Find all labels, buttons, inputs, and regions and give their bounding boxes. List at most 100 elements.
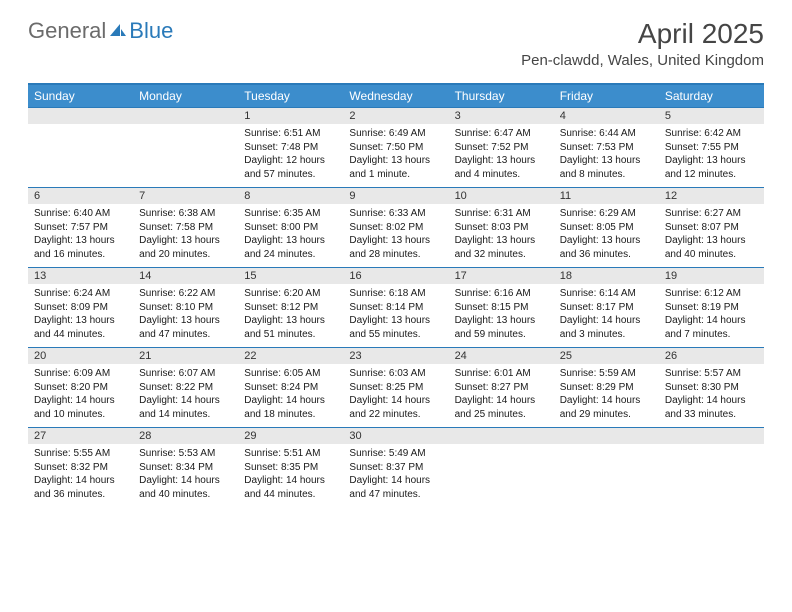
- logo: General Blue: [28, 18, 173, 44]
- week-row: 6Sunrise: 6:40 AMSunset: 7:57 PMDaylight…: [28, 187, 764, 267]
- empty-cell: [554, 428, 659, 507]
- day-number: 20: [28, 348, 133, 364]
- day-number: 9: [343, 188, 448, 204]
- day-number: 24: [449, 348, 554, 364]
- day-cell-9: 9Sunrise: 6:33 AMSunset: 8:02 PMDaylight…: [343, 188, 448, 267]
- day-details: Sunrise: 6:18 AMSunset: 8:14 PMDaylight:…: [343, 284, 448, 347]
- day-details: Sunrise: 6:47 AMSunset: 7:52 PMDaylight:…: [449, 124, 554, 187]
- day-cell-14: 14Sunrise: 6:22 AMSunset: 8:10 PMDayligh…: [133, 268, 238, 347]
- week-row: 1Sunrise: 6:51 AMSunset: 7:48 PMDaylight…: [28, 107, 764, 187]
- day-details: Sunrise: 6:20 AMSunset: 8:12 PMDaylight:…: [238, 284, 343, 347]
- day-number: 3: [449, 108, 554, 124]
- weeks-container: 1Sunrise: 6:51 AMSunset: 7:48 PMDaylight…: [28, 107, 764, 507]
- dow-thursday: Thursday: [449, 85, 554, 107]
- day-details: Sunrise: 5:51 AMSunset: 8:35 PMDaylight:…: [238, 444, 343, 507]
- location-label: Pen-clawdd, Wales, United Kingdom: [521, 52, 764, 69]
- calendar: SundayMondayTuesdayWednesdayThursdayFrid…: [28, 83, 764, 507]
- day-details: [659, 444, 764, 494]
- day-cell-18: 18Sunrise: 6:14 AMSunset: 8:17 PMDayligh…: [554, 268, 659, 347]
- day-number: 30: [343, 428, 448, 444]
- day-cell-7: 7Sunrise: 6:38 AMSunset: 7:58 PMDaylight…: [133, 188, 238, 267]
- day-number: 11: [554, 188, 659, 204]
- day-number: 14: [133, 268, 238, 284]
- day-number: [659, 428, 764, 444]
- day-details: Sunrise: 6:35 AMSunset: 8:00 PMDaylight:…: [238, 204, 343, 267]
- day-details: Sunrise: 6:33 AMSunset: 8:02 PMDaylight:…: [343, 204, 448, 267]
- day-number: [554, 428, 659, 444]
- day-number: 18: [554, 268, 659, 284]
- header: General Blue April 2025 Pen-clawdd, Wales…: [0, 0, 792, 77]
- day-cell-28: 28Sunrise: 5:53 AMSunset: 8:34 PMDayligh…: [133, 428, 238, 507]
- day-number: 17: [449, 268, 554, 284]
- day-details: Sunrise: 6:09 AMSunset: 8:20 PMDaylight:…: [28, 364, 133, 427]
- day-number: 13: [28, 268, 133, 284]
- day-cell-24: 24Sunrise: 6:01 AMSunset: 8:27 PMDayligh…: [449, 348, 554, 427]
- day-details: Sunrise: 6:05 AMSunset: 8:24 PMDaylight:…: [238, 364, 343, 427]
- dow-sunday: Sunday: [28, 85, 133, 107]
- day-number: 29: [238, 428, 343, 444]
- empty-cell: [133, 108, 238, 187]
- day-details: [554, 444, 659, 494]
- day-cell-17: 17Sunrise: 6:16 AMSunset: 8:15 PMDayligh…: [449, 268, 554, 347]
- day-cell-16: 16Sunrise: 6:18 AMSunset: 8:14 PMDayligh…: [343, 268, 448, 347]
- dow-saturday: Saturday: [659, 85, 764, 107]
- dow-row: SundayMondayTuesdayWednesdayThursdayFrid…: [28, 85, 764, 107]
- day-cell-12: 12Sunrise: 6:27 AMSunset: 8:07 PMDayligh…: [659, 188, 764, 267]
- logo-text-blue: Blue: [129, 18, 173, 44]
- day-details: [133, 124, 238, 174]
- day-details: Sunrise: 6:27 AMSunset: 8:07 PMDaylight:…: [659, 204, 764, 267]
- day-details: Sunrise: 6:42 AMSunset: 7:55 PMDaylight:…: [659, 124, 764, 187]
- day-details: Sunrise: 6:38 AMSunset: 7:58 PMDaylight:…: [133, 204, 238, 267]
- day-number: [133, 108, 238, 124]
- day-details: Sunrise: 5:57 AMSunset: 8:30 PMDaylight:…: [659, 364, 764, 427]
- day-number: 27: [28, 428, 133, 444]
- day-details: [449, 444, 554, 494]
- day-details: Sunrise: 6:07 AMSunset: 8:22 PMDaylight:…: [133, 364, 238, 427]
- day-cell-26: 26Sunrise: 5:57 AMSunset: 8:30 PMDayligh…: [659, 348, 764, 427]
- day-number: 26: [659, 348, 764, 364]
- day-details: Sunrise: 6:16 AMSunset: 8:15 PMDaylight:…: [449, 284, 554, 347]
- day-details: Sunrise: 6:49 AMSunset: 7:50 PMDaylight:…: [343, 124, 448, 187]
- day-cell-3: 3Sunrise: 6:47 AMSunset: 7:52 PMDaylight…: [449, 108, 554, 187]
- empty-cell: [28, 108, 133, 187]
- day-details: Sunrise: 6:40 AMSunset: 7:57 PMDaylight:…: [28, 204, 133, 267]
- week-row: 27Sunrise: 5:55 AMSunset: 8:32 PMDayligh…: [28, 427, 764, 507]
- day-cell-22: 22Sunrise: 6:05 AMSunset: 8:24 PMDayligh…: [238, 348, 343, 427]
- day-details: Sunrise: 6:31 AMSunset: 8:03 PMDaylight:…: [449, 204, 554, 267]
- day-number: 6: [28, 188, 133, 204]
- day-cell-2: 2Sunrise: 6:49 AMSunset: 7:50 PMDaylight…: [343, 108, 448, 187]
- day-cell-30: 30Sunrise: 5:49 AMSunset: 8:37 PMDayligh…: [343, 428, 448, 507]
- month-title: April 2025: [521, 18, 764, 50]
- day-details: Sunrise: 6:01 AMSunset: 8:27 PMDaylight:…: [449, 364, 554, 427]
- day-cell-5: 5Sunrise: 6:42 AMSunset: 7:55 PMDaylight…: [659, 108, 764, 187]
- day-cell-19: 19Sunrise: 6:12 AMSunset: 8:19 PMDayligh…: [659, 268, 764, 347]
- logo-text-general: General: [28, 18, 106, 44]
- day-number: [28, 108, 133, 124]
- day-details: Sunrise: 6:22 AMSunset: 8:10 PMDaylight:…: [133, 284, 238, 347]
- day-number: 5: [659, 108, 764, 124]
- day-cell-29: 29Sunrise: 5:51 AMSunset: 8:35 PMDayligh…: [238, 428, 343, 507]
- day-details: Sunrise: 5:53 AMSunset: 8:34 PMDaylight:…: [133, 444, 238, 507]
- day-number: 12: [659, 188, 764, 204]
- logo-sail-icon: [108, 18, 128, 44]
- day-details: Sunrise: 6:24 AMSunset: 8:09 PMDaylight:…: [28, 284, 133, 347]
- day-cell-25: 25Sunrise: 5:59 AMSunset: 8:29 PMDayligh…: [554, 348, 659, 427]
- day-details: [28, 124, 133, 174]
- day-number: 22: [238, 348, 343, 364]
- day-cell-13: 13Sunrise: 6:24 AMSunset: 8:09 PMDayligh…: [28, 268, 133, 347]
- day-cell-8: 8Sunrise: 6:35 AMSunset: 8:00 PMDaylight…: [238, 188, 343, 267]
- dow-monday: Monday: [133, 85, 238, 107]
- day-number: 15: [238, 268, 343, 284]
- day-cell-21: 21Sunrise: 6:07 AMSunset: 8:22 PMDayligh…: [133, 348, 238, 427]
- day-details: Sunrise: 6:29 AMSunset: 8:05 PMDaylight:…: [554, 204, 659, 267]
- day-number: 1: [238, 108, 343, 124]
- empty-cell: [449, 428, 554, 507]
- day-cell-27: 27Sunrise: 5:55 AMSunset: 8:32 PMDayligh…: [28, 428, 133, 507]
- dow-friday: Friday: [554, 85, 659, 107]
- day-cell-15: 15Sunrise: 6:20 AMSunset: 8:12 PMDayligh…: [238, 268, 343, 347]
- week-row: 20Sunrise: 6:09 AMSunset: 8:20 PMDayligh…: [28, 347, 764, 427]
- empty-cell: [659, 428, 764, 507]
- dow-tuesday: Tuesday: [238, 85, 343, 107]
- day-details: Sunrise: 6:44 AMSunset: 7:53 PMDaylight:…: [554, 124, 659, 187]
- day-cell-4: 4Sunrise: 6:44 AMSunset: 7:53 PMDaylight…: [554, 108, 659, 187]
